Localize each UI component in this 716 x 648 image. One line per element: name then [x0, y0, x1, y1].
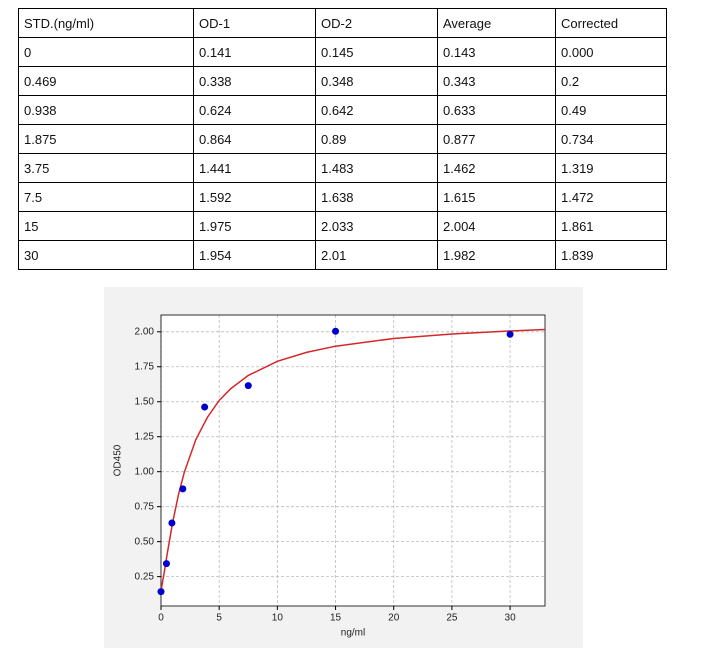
table-cell: 15: [18, 211, 194, 241]
table-cell: 1.861: [555, 211, 667, 241]
table-cell: 0.624: [193, 95, 316, 125]
table-cell: 0.343: [437, 66, 556, 96]
y-tick-label: 0.25: [135, 571, 155, 582]
table-row: 30 1.954 2.01 1.982 1.839: [18, 240, 667, 270]
table-cell: 2.01: [315, 240, 438, 270]
fit-curve: [160, 328, 546, 591]
x-tick-label: 25: [446, 613, 458, 624]
table-cell: 0.469: [18, 66, 194, 96]
table-cell: Average: [437, 8, 556, 38]
table-cell: 0.2: [555, 66, 667, 96]
table-row: 0 0.141 0.145 0.143 0.000: [18, 37, 667, 67]
y-tick-label: 1.00: [135, 466, 155, 477]
table-cell: 0.642: [315, 95, 438, 125]
data-point: [201, 403, 209, 411]
data-point: [179, 485, 187, 493]
x-tick-label: 0: [158, 613, 164, 624]
table-cell: 1.975: [193, 211, 316, 241]
table-cell: 0.89: [315, 124, 438, 154]
data-point: [162, 560, 170, 568]
x-axis-label: ng/ml: [341, 628, 365, 639]
y-tick-label: 0.50: [135, 536, 155, 547]
table-row: 15 1.975 2.033 2.004 1.861: [18, 211, 667, 241]
x-tick-label: 10: [272, 613, 284, 624]
table-cell: 1.839: [555, 240, 667, 270]
y-tick-label: 1.25: [135, 431, 155, 442]
table-cell: 0.938: [18, 95, 194, 125]
table-cell: Corrected: [555, 8, 667, 38]
table-cell: STD.(ng/ml): [18, 8, 194, 38]
table-cell: 0.734: [555, 124, 667, 154]
table-cell: 2.004: [437, 211, 556, 241]
table-cell: 2.033: [315, 211, 438, 241]
data-point: [244, 382, 252, 390]
table-row: 3.75 1.441 1.483 1.462 1.319: [18, 153, 667, 183]
table-cell: 1.954: [193, 240, 316, 270]
chart: 0 5 10 15 20 25 30 0.25 0.50 0.75 1.00 1.25 1.50 1.75…: [104, 287, 583, 648]
table-cell: 0.143: [437, 37, 556, 67]
table-cell: 0.633: [437, 95, 556, 125]
table-cell: 30: [18, 240, 194, 270]
table-cell: 0.348: [315, 66, 438, 96]
table-cell: 0.338: [193, 66, 316, 96]
plot-frame: [160, 314, 546, 607]
y-tick-label: 1.75: [135, 361, 155, 372]
table-cell: 1.483: [315, 153, 438, 183]
table-cell: 0.000: [555, 37, 667, 67]
table-row: 1.875 0.864 0.89 0.877 0.734: [18, 124, 667, 154]
data-point: [168, 519, 176, 527]
table-cell: 0.49: [555, 95, 667, 125]
table-cell: 1.592: [193, 182, 316, 212]
table-cell: 0.141: [193, 37, 316, 67]
y-tick-label: 0.75: [135, 501, 155, 512]
table-cell: 1.462: [437, 153, 556, 183]
table-cell: 0.864: [193, 124, 316, 154]
data-point: [332, 327, 340, 335]
y-axis-label: OD450: [113, 444, 124, 476]
x-tick-label: 15: [330, 613, 342, 624]
table-cell: OD-2: [315, 8, 438, 38]
table-cell: 3.75: [18, 153, 194, 183]
data-table: STD.(ng/ml) OD-1 OD-2 Average Corrected 0 0.14…: [18, 8, 667, 270]
table-cell: OD-1: [193, 8, 316, 38]
table-row: 0.938 0.624 0.642 0.633 0.49: [18, 95, 667, 125]
table-cell: 1.615: [437, 182, 556, 212]
data-point: [506, 330, 514, 338]
table-cell: 1.982: [437, 240, 556, 270]
table-cell: 1.319: [555, 153, 667, 183]
table-cell: 1.441: [193, 153, 316, 183]
table-row: STD.(ng/ml) OD-1 OD-2 Average Corrected: [18, 8, 667, 38]
table-cell: 0: [18, 37, 194, 67]
table-cell: 1.472: [555, 182, 667, 212]
table-cell: 7.5: [18, 182, 194, 212]
table-cell: 0.877: [437, 124, 556, 154]
x-tick-label: 20: [388, 613, 400, 624]
table-row: 7.5 1.592 1.638 1.615 1.472: [18, 182, 667, 212]
x-tick-label: 30: [505, 613, 517, 624]
plot-area: [161, 315, 545, 606]
table-cell: 1.638: [315, 182, 438, 212]
y-tick-label: 1.50: [135, 396, 155, 407]
y-tick-label: 2.00: [135, 326, 155, 337]
table-cell: 0.145: [315, 37, 438, 67]
data-point: [157, 588, 165, 596]
x-tick-label: 5: [216, 613, 222, 624]
table-cell: 1.875: [18, 124, 194, 154]
table-row: 0.469 0.338 0.348 0.343 0.2: [18, 66, 667, 96]
